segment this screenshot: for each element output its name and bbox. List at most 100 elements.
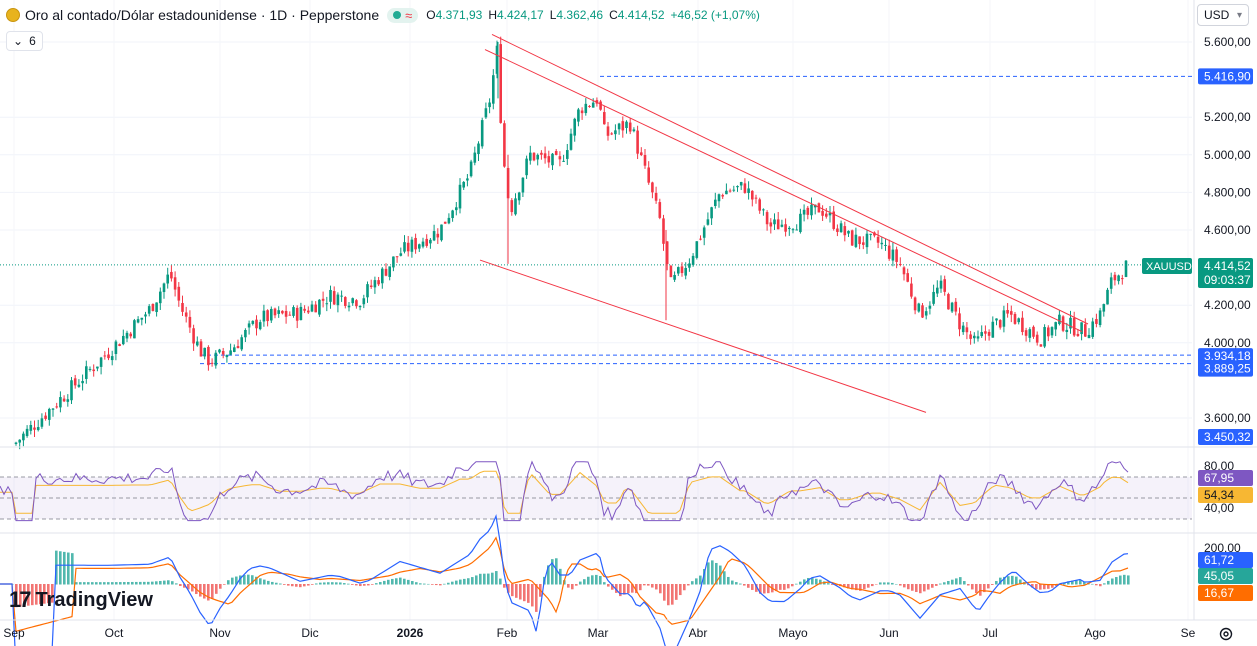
rsi-tick-label: 40,00: [1204, 501, 1234, 515]
candle-body: [88, 368, 92, 370]
time-tick-label: Jul: [982, 626, 997, 640]
macd-histogram-bar: [935, 584, 938, 586]
candle-body: [299, 306, 303, 321]
macd-histogram-bar: [807, 577, 810, 585]
candle-body: [810, 204, 813, 216]
ohlc-low: L4.362,46: [549, 8, 604, 22]
macd-histogram-bar: [419, 583, 422, 585]
candle-body: [25, 428, 29, 437]
macd-histogram-bar: [1047, 584, 1050, 589]
candle-body: [836, 228, 839, 232]
candle-body: [891, 249, 895, 261]
candle-body: [351, 298, 354, 304]
price-tick-label: 4.200,00: [1204, 298, 1251, 312]
candle-body: [77, 384, 81, 387]
macd-histogram-bar: [411, 581, 414, 585]
candle-body: [850, 230, 854, 246]
macd-histogram-bar: [903, 584, 906, 588]
macd-histogram-bar: [1043, 584, 1046, 590]
macd-histogram-bar: [247, 574, 250, 585]
macd-histogram-bar: [1079, 580, 1082, 585]
candle-body: [839, 223, 843, 233]
candle-body: [477, 143, 480, 155]
candle-body: [462, 181, 465, 188]
candle-body: [939, 280, 943, 289]
candle-body: [928, 305, 932, 309]
rsi-tick-label: 80,00: [1204, 459, 1234, 473]
candle-body: [62, 398, 66, 402]
macd-histogram-bar: [495, 571, 498, 585]
macd-histogram-bar: [439, 584, 442, 586]
macd-histogram-bar: [1019, 579, 1022, 585]
candle-body: [281, 310, 284, 314]
candle-body: [251, 320, 255, 324]
candle-body: [551, 153, 554, 166]
candle-body: [765, 212, 769, 225]
macd-histogram-bar: [1099, 584, 1102, 587]
macd-histogram-bar: [303, 584, 306, 587]
macd-histogram-bar: [675, 584, 678, 600]
candle-body: [66, 399, 70, 402]
candle-body: [447, 217, 451, 224]
candle-body: [862, 242, 865, 245]
macd-histogram-bar: [631, 584, 634, 593]
macd-histogram-bar: [619, 584, 622, 597]
candle-body: [1121, 278, 1124, 280]
currency-select[interactable]: USD ▾: [1197, 4, 1249, 26]
macd-histogram-bar: [875, 584, 878, 585]
market-status-pill[interactable]: ≈: [387, 7, 419, 23]
time-axis[interactable]: Sep Oct Nov Dic 2026 Feb Mar Abr Mayo Jun Jul Ago Se: [0, 619, 1257, 640]
macd-histogram-bar: [67, 552, 70, 585]
macd-histogram-bar: [219, 584, 222, 589]
candle-body: [895, 249, 898, 262]
macd-histogram-bar: [983, 584, 986, 593]
settings-gear-icon[interactable]: [1218, 626, 1234, 642]
candle-body: [969, 334, 972, 339]
candle-body: [403, 242, 406, 252]
candle-body: [199, 341, 203, 357]
macd-histogram-bar: [151, 581, 154, 585]
macd-histogram-bar: [531, 584, 534, 607]
level-label-text: 5.416,90: [1204, 69, 1251, 83]
candle-body: [266, 310, 269, 322]
rsi-value-label: [1198, 470, 1253, 486]
candle-body: [429, 239, 432, 244]
axis-min-label: [1198, 429, 1253, 445]
price-tick-label: 5.200,00: [1204, 110, 1251, 124]
candle-body: [769, 222, 773, 227]
candle-body: [617, 123, 621, 130]
candle-body: [355, 300, 358, 307]
macd-histogram-bar: [1119, 575, 1122, 585]
time-tick-label: Se: [1181, 626, 1196, 640]
candle-body: [632, 129, 636, 132]
trendlines[interactable]: [479, 34, 1089, 413]
candle-body: [1113, 274, 1117, 281]
candle-body: [1102, 304, 1106, 312]
candle-body: [329, 289, 332, 302]
macd-histogram-bar: [791, 584, 794, 587]
rsi-ma-text: 54,34: [1204, 488, 1234, 502]
macd-histogram-bar: [511, 584, 514, 597]
price-axis[interactable]: 5.600,00 5.200,00 5.000,00 4.800,00 4.600,00…: [1142, 0, 1253, 620]
macd-histogram-bar: [295, 584, 298, 587]
macd-histogram-bar: [995, 581, 998, 585]
time-tick-label: Feb: [497, 626, 518, 640]
candle-body: [906, 273, 909, 282]
macd-histogram-bar: [243, 575, 246, 585]
rsi-line: [0, 460, 1129, 522]
candle-body: [887, 245, 891, 259]
candle-body: [418, 244, 421, 249]
macd-histogram-bar: [551, 559, 554, 585]
macd-histogram-bar: [923, 584, 926, 592]
macd-histogram-bar: [971, 584, 974, 590]
horizontal-levels[interactable]: [0, 75, 1192, 365]
candle-body: [155, 302, 158, 313]
symbol-title[interactable]: Oro al contado/Dólar estadounidense · 1D…: [25, 7, 380, 23]
candle-body: [743, 183, 747, 193]
candle-body: [173, 277, 177, 290]
candle-body: [1076, 333, 1080, 337]
tradingview-logo[interactable]: 17 TradingView: [9, 587, 153, 613]
candle-body: [110, 356, 114, 361]
indicators-toggle-button[interactable]: ⌄ 6: [6, 31, 43, 51]
